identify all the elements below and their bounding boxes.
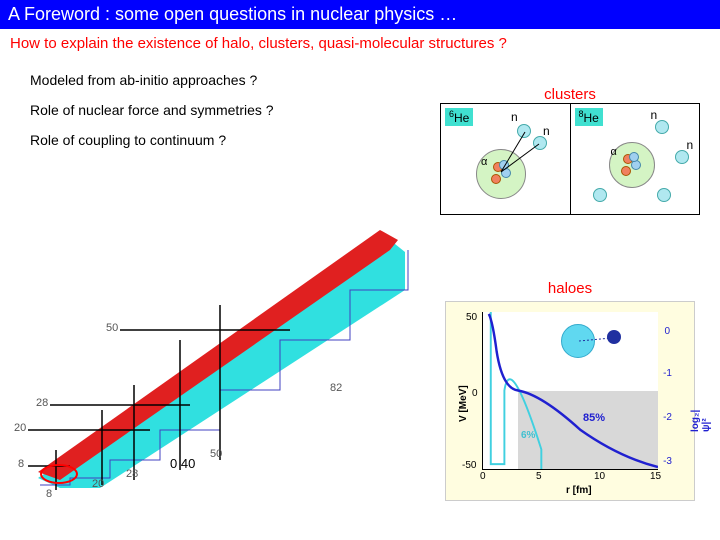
xtick: 10 xyxy=(594,471,605,482)
highlight-ellipse xyxy=(40,464,78,484)
magic-x: 20 xyxy=(92,478,104,490)
cluster-panel-6he: 6He α n n xyxy=(441,104,571,214)
neutron-icon xyxy=(675,150,689,164)
halo-dash-line xyxy=(483,312,658,469)
ytick-r: -3 xyxy=(663,456,672,467)
bond-lines xyxy=(441,104,570,214)
halo-chart: 6% 85% V [MeV] log₂|ψ|² r [fm] 50 0 -50 … xyxy=(445,301,695,501)
pct-inner: 6% xyxy=(521,430,535,441)
magic-x: 82 xyxy=(330,382,342,394)
ytick-r: -2 xyxy=(663,412,672,423)
ytick: -50 xyxy=(462,460,476,471)
xtick: 5 xyxy=(536,471,542,482)
isotope-tag-8he: 8He xyxy=(575,108,603,126)
nucleon-icon xyxy=(621,166,631,176)
neutron-label: n xyxy=(543,124,550,138)
cluster-panels: 6He α n n 8He α n n xyxy=(440,103,700,215)
clusters-label: clusters xyxy=(440,86,700,103)
neutron-icon xyxy=(593,188,607,202)
title-bar: A Foreword : some open questions in nucl… xyxy=(0,0,720,29)
ytick-r: -1 xyxy=(663,368,672,379)
xtick: 15 xyxy=(650,471,661,482)
neutron-label: n xyxy=(651,108,658,122)
ytick-r: 0 xyxy=(664,326,670,337)
haloes-figure: haloes 6% 85% V [MeV] log₂|ψ|² r [fm] 50… xyxy=(440,280,700,501)
ylabel-right: log₂|ψ|² xyxy=(690,410,712,432)
pct-outer: 85% xyxy=(583,412,605,424)
neutron-icon xyxy=(657,188,671,202)
halo-plot-area: 6% 85% xyxy=(482,312,658,470)
neutron-label: n xyxy=(511,110,518,124)
neutron-label: n xyxy=(687,138,694,152)
subtitle: How to explain the existence of halo, cl… xyxy=(0,29,720,54)
xtick: 0 xyxy=(480,471,486,482)
overlay-text: 0 40 xyxy=(170,456,195,471)
cluster-panel-8he: 8He α n n xyxy=(571,104,700,214)
clusters-figure: clusters 6He α n n 8He α xyxy=(440,86,700,215)
ytick: 0 xyxy=(472,388,478,399)
haloes-label: haloes xyxy=(440,280,700,297)
magic-x: 50 xyxy=(210,448,222,460)
magic-x: 28 xyxy=(126,468,138,480)
magic-y: 20 xyxy=(14,422,26,434)
magic-y: 28 xyxy=(36,397,48,409)
magic-y: 50 xyxy=(106,322,118,334)
magic-y: 8 xyxy=(18,458,24,470)
neutron-icon xyxy=(655,120,669,134)
nuclide-chart: 8 20 28 50 8 20 28 50 82 0 40 xyxy=(10,210,410,500)
ylabel-left: V [MeV] xyxy=(458,385,469,422)
title-text: A Foreword : some open questions in nucl… xyxy=(8,4,457,24)
xlabel: r [fm] xyxy=(566,485,592,496)
magic-x: 8 xyxy=(46,488,52,500)
nucleon-icon xyxy=(629,152,639,162)
alpha-label: α xyxy=(611,146,617,158)
ytick: 50 xyxy=(466,312,477,323)
